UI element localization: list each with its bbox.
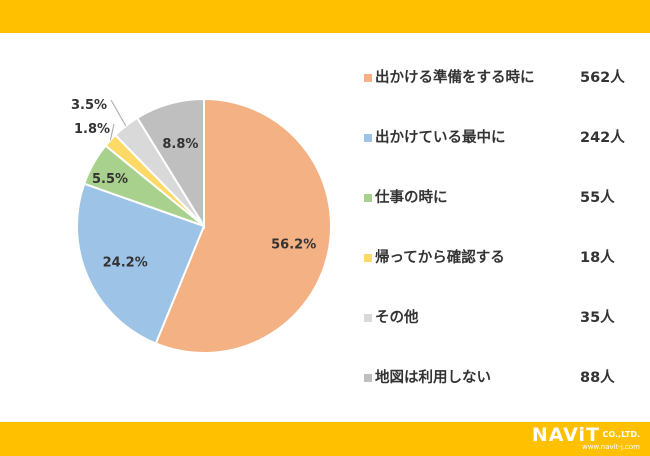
legend-item: 仕事の時に 55人 [364, 180, 634, 240]
legend-swatch [364, 314, 372, 322]
legend-label: 出かける準備をする時に [375, 70, 535, 86]
legend-label: 仕事の時に [375, 190, 448, 206]
leader-line [109, 123, 115, 141]
legend-item: 地図は利用しない 88人 [364, 360, 634, 420]
legend-count: 88人 [580, 370, 615, 386]
legend-count: 55人 [580, 190, 615, 206]
legend-count: 562人 [580, 70, 625, 86]
pie-slice [135, 97, 205, 230]
legend-count: 242人 [580, 130, 625, 146]
legend-item: その他 35人 [364, 300, 634, 360]
legend-swatch [364, 374, 372, 382]
bottom-band [0, 422, 650, 456]
legend-item: 出かける準備をする時に 562人 [364, 60, 634, 120]
pie-chart: 56.2% 24.2% 5.5% 1.8% 3.5% 8.8% [71, 97, 332, 354]
logo-company-suffix: CO.,LTD. [602, 430, 640, 439]
legend-label: 地図は利用しない [375, 370, 491, 386]
legend-label: その他 [375, 310, 419, 326]
slice-percent-label: 56.2% [271, 238, 316, 253]
top-band [0, 0, 650, 33]
legend-item: 出かけている最中に 242人 [364, 120, 634, 180]
pie-labels: 56.2% 24.2% 5.5% 1.8% 3.5% 8.8% [71, 98, 316, 270]
legend-count: 35人 [580, 310, 615, 326]
legend-label: 帰ってから確認する [375, 250, 505, 266]
legend-swatch [364, 74, 372, 82]
pie-slice [154, 97, 332, 354]
legend-item: 帰ってから確認する 18人 [364, 240, 634, 300]
legend: 出かける準備をする時に 562人 出かけている最中に 242人 仕事の時に 55… [364, 60, 634, 420]
legend-count: 18人 [580, 250, 615, 266]
slice-percent-label: 3.5% [71, 98, 107, 113]
slice-percent-label: 8.8% [162, 137, 198, 152]
leader-line [110, 99, 127, 127]
legend-swatch [364, 254, 372, 262]
logo-wordmark: NAViT [531, 424, 600, 446]
slice-percent-label: 1.8% [74, 122, 110, 137]
legend-swatch [364, 134, 372, 142]
company-logo: NAViT CO.,LTD. www.navit-j.com [528, 424, 640, 454]
slice-percent-label: 24.2% [103, 255, 148, 270]
logo-url: www.navit-j.com [582, 443, 640, 451]
legend-swatch [364, 194, 372, 202]
legend-label: 出かけている最中に [375, 130, 506, 146]
pie-slice [76, 182, 206, 345]
slice-percent-label: 5.5% [92, 172, 128, 187]
pie-slices [76, 97, 332, 354]
